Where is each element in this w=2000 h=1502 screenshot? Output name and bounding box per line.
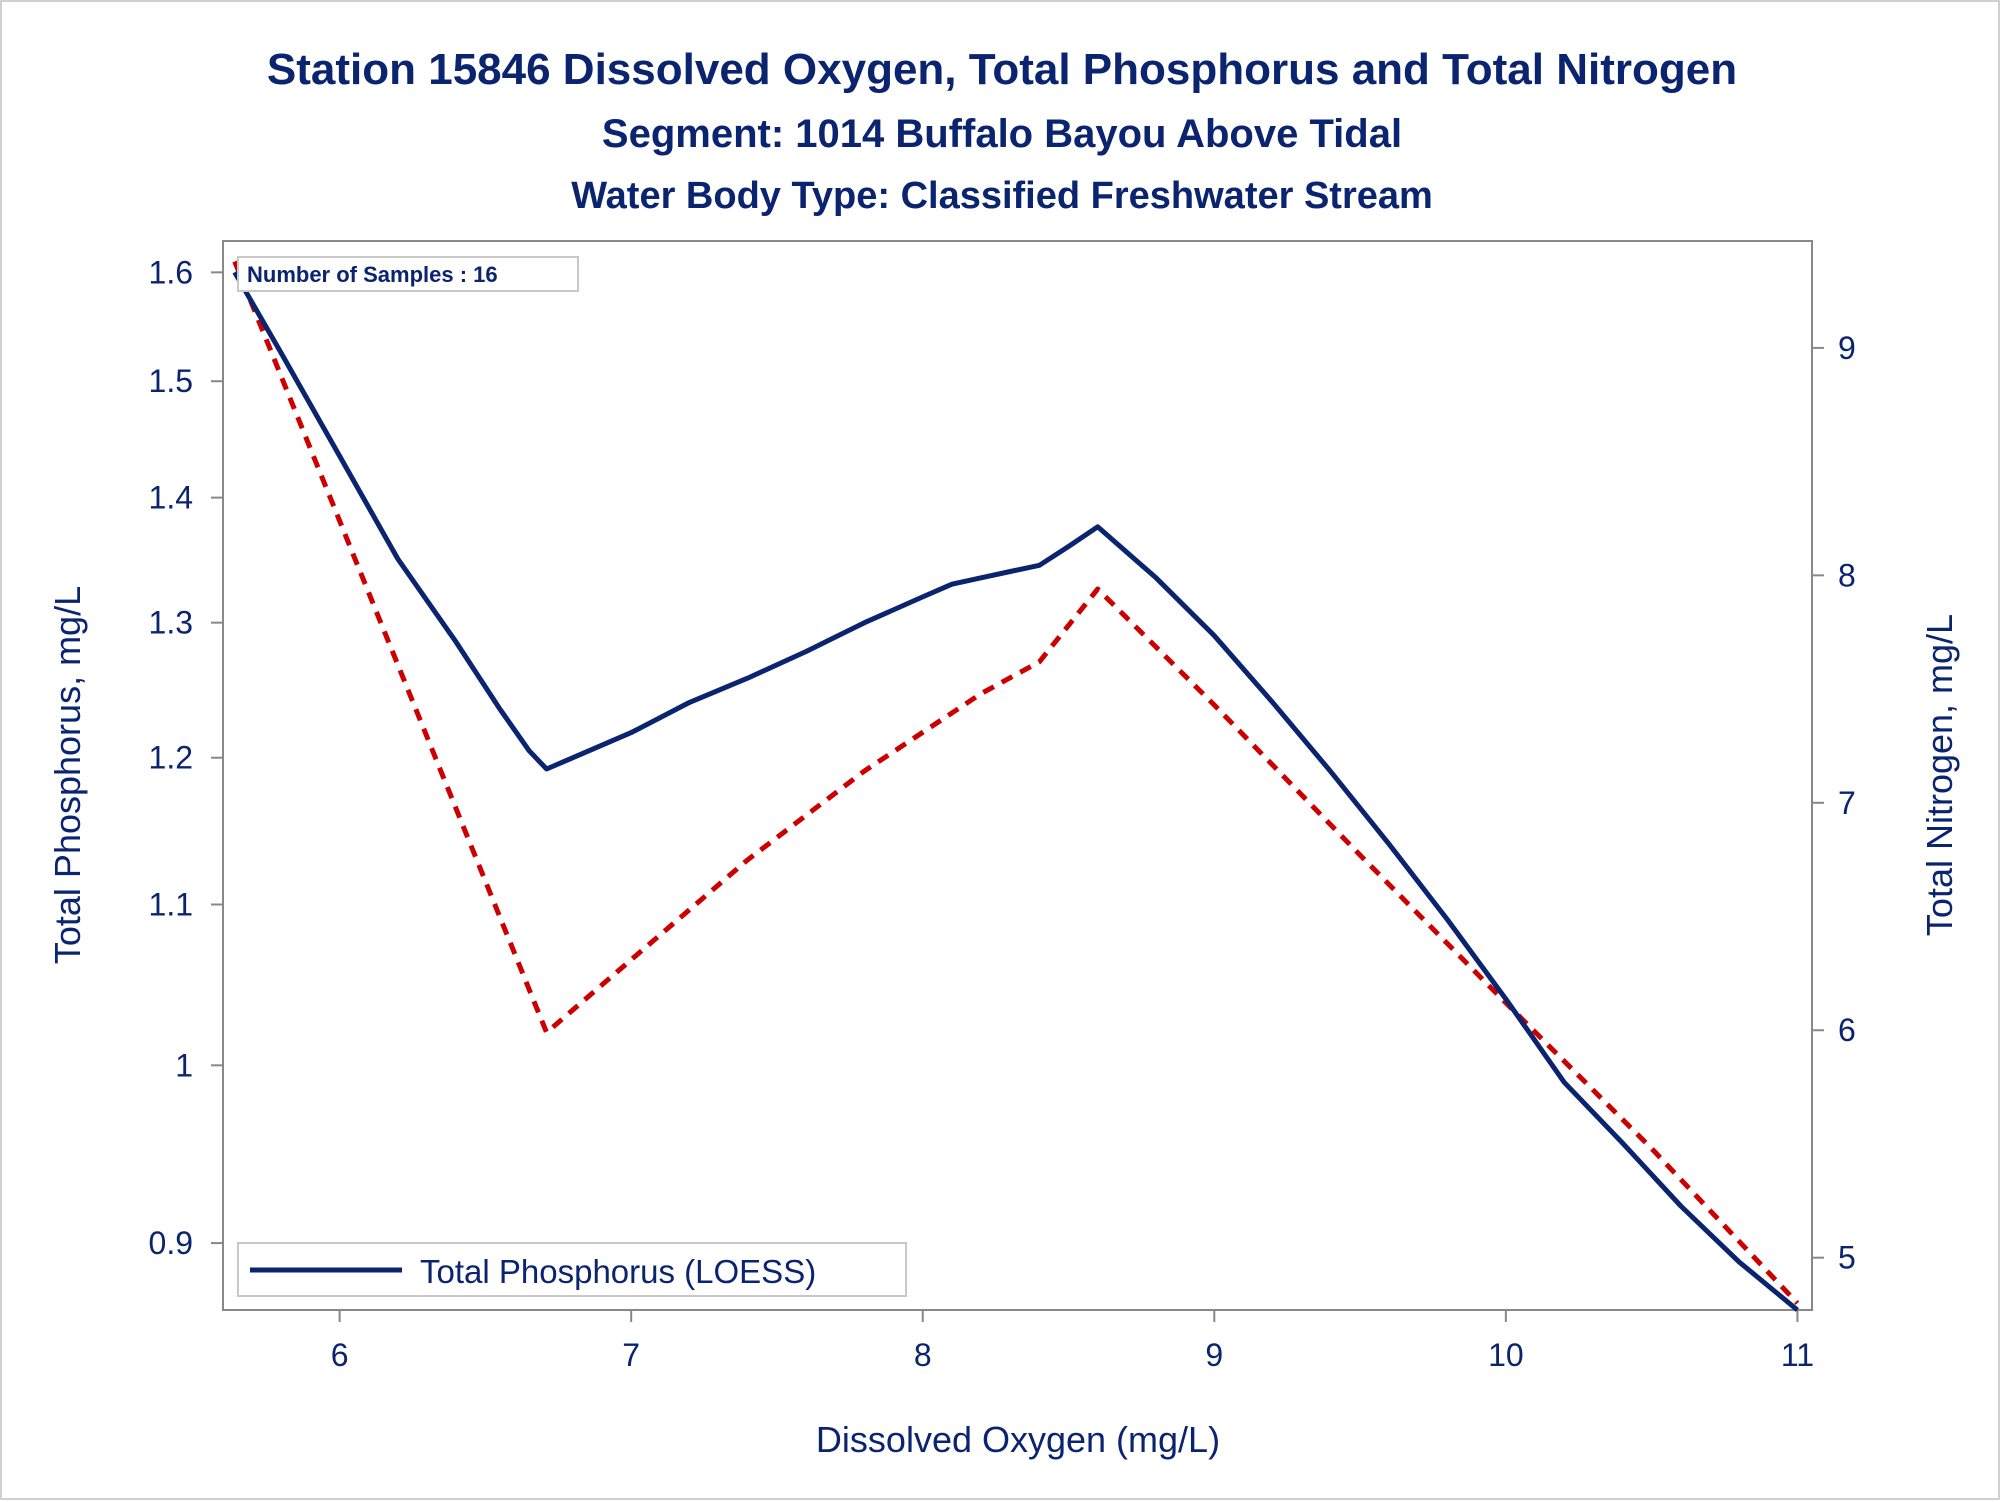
x-tick-label: 7: [622, 1337, 640, 1373]
legend-entry-phosphorus: Total Phosphorus (LOESS): [420, 1253, 816, 1290]
series-layer: [232, 260, 1800, 1312]
y-tick-label: 1.6: [149, 254, 193, 290]
y-tick-label: 1.4: [149, 480, 193, 516]
x-tick-label: 8: [914, 1337, 932, 1373]
y-tick-label: 1.1: [149, 887, 193, 923]
series-line-nitrogen: [232, 260, 1800, 1305]
chart-subtitle: Segment: 1014 Buffalo Bayou Above Tidal: [602, 112, 1402, 156]
y2-tick-label: 5: [1838, 1240, 1856, 1276]
sample-count-label: Number of Samples : 16: [247, 262, 498, 287]
y-tick-label: 1.2: [149, 740, 193, 776]
x-tick-label: 11: [1781, 1337, 1814, 1373]
y2-tick-label: 9: [1838, 330, 1856, 366]
x-tick-label: 6: [331, 1337, 349, 1373]
x-tick-label: 9: [1205, 1337, 1223, 1373]
y2-tick-label: 8: [1838, 557, 1856, 593]
y-tick-label: 1.3: [149, 605, 193, 641]
y2-tick-label: 6: [1838, 1012, 1856, 1048]
series-line-phosphorus: [232, 271, 1799, 1312]
y2-axis-ticks: 5 6 7 8 9: [1812, 330, 1856, 1276]
sample-count-box: Number of Samples : 16: [237, 256, 579, 292]
y-axis-ticks: 0.9 1 1.1 1.2 1.3 1.4 1.5 1.6: [149, 254, 223, 1261]
chart-subtitle-2: Water Body Type: Classified Freshwater S…: [571, 175, 1433, 217]
y2-axis-label: Total Nitrogen, mg/L: [1919, 614, 1960, 936]
x-axis-label: Dissolved Oxygen (mg/L): [816, 1419, 1220, 1460]
plot-area: [222, 240, 1813, 1311]
y-axis-label: Total Phosphorus, mg/L: [47, 586, 88, 964]
x-tick-label: 10: [1488, 1337, 1524, 1373]
y-tick-label: 0.9: [149, 1225, 193, 1261]
y-tick-label: 1: [175, 1047, 193, 1083]
chart-title: Station 15846 Dissolved Oxygen, Total Ph…: [267, 45, 1737, 94]
y2-tick-label: 7: [1838, 785, 1856, 821]
legend: Total Phosphorus (LOESS): [237, 1242, 907, 1297]
y-tick-label: 1.5: [149, 363, 193, 399]
x-axis-ticks: 6 7 8 9 10 11: [331, 1310, 1814, 1373]
